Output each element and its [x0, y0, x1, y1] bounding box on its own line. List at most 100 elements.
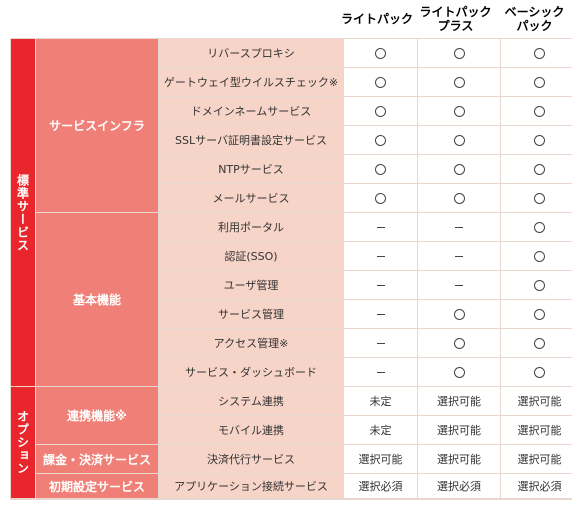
- available-mark: [344, 39, 417, 67]
- dash-icon: [455, 255, 463, 257]
- dash-icon: [455, 284, 463, 286]
- feature-label: アクセス管理※: [159, 329, 343, 357]
- circle-icon: [534, 221, 545, 233]
- available-mark: [501, 213, 578, 241]
- available-mark: [344, 184, 417, 212]
- feature-label: モバイル連携: [159, 416, 343, 444]
- value-cell: 選択必須: [418, 474, 500, 498]
- circle-icon: [534, 105, 545, 117]
- unavailable-mark: [344, 358, 417, 386]
- circle-icon: [453, 308, 465, 320]
- circle-icon: [453, 192, 465, 204]
- available-mark: [501, 271, 578, 299]
- unavailable-mark: [344, 213, 417, 241]
- circle-icon: [534, 134, 545, 146]
- section-standard: 標準サービス: [11, 39, 35, 386]
- circle-icon: [375, 105, 386, 117]
- value-cell: 選択可能: [501, 387, 578, 415]
- circle-icon: [453, 105, 465, 117]
- circle-icon: [375, 163, 386, 175]
- value-cell: 選択可能: [418, 445, 500, 473]
- available-mark: [418, 126, 500, 154]
- circle-icon: [453, 47, 465, 59]
- comparison-table: 標準サービス オプション サービスインフラ 基本機能 連携機能※ 課金・決済サー…: [10, 38, 578, 500]
- value-cell: 選択必須: [501, 474, 578, 498]
- circle-icon: [453, 134, 465, 146]
- feature-label: システム連携: [159, 387, 343, 415]
- category-initial-setup: 初期設定サービス: [36, 474, 158, 498]
- available-mark: [501, 39, 578, 67]
- circle-icon: [453, 337, 465, 349]
- circle-icon: [453, 366, 465, 378]
- value-cell: 選択必須: [344, 474, 417, 498]
- value-cell: 選択可能: [501, 416, 578, 444]
- category-link-functions: 連携機能※: [36, 387, 158, 444]
- available-mark: [501, 300, 578, 328]
- feature-label: 決済代行サービス: [159, 445, 343, 473]
- available-mark: [418, 155, 500, 183]
- available-mark: [501, 358, 578, 386]
- available-mark: [344, 126, 417, 154]
- circle-icon: [375, 47, 386, 59]
- value-cell: 未定: [344, 387, 417, 415]
- value-cell: 未定: [344, 416, 417, 444]
- value-cell: 選択可能: [418, 416, 500, 444]
- dash-icon: [376, 226, 385, 228]
- circle-icon: [534, 337, 545, 349]
- circle-icon: [453, 76, 465, 88]
- feature-label: メールサービス: [159, 184, 343, 212]
- circle-icon: [534, 279, 545, 291]
- circle-icon: [453, 163, 465, 175]
- circle-icon: [534, 250, 545, 262]
- circle-icon: [534, 366, 545, 378]
- available-mark: [344, 68, 417, 96]
- circle-icon: [534, 192, 545, 204]
- header-lite-pack-plus: ライトパック プラス: [419, 5, 492, 33]
- circle-icon: [375, 192, 386, 204]
- dash-icon: [376, 284, 385, 286]
- circle-icon: [534, 163, 545, 175]
- unavailable-mark: [344, 300, 417, 328]
- available-mark: [418, 184, 500, 212]
- feature-label: サービス管理: [159, 300, 343, 328]
- circle-icon: [375, 76, 386, 88]
- value-cell: 選択可能: [344, 445, 417, 473]
- feature-label: 利用ポータル: [159, 213, 343, 241]
- header-lite-pack: ライトパック: [340, 12, 413, 26]
- dash-icon: [376, 371, 385, 373]
- available-mark: [418, 300, 500, 328]
- feature-label: アプリケーション接続サービス: [159, 474, 343, 498]
- feature-label: ドメインネームサービス: [159, 97, 343, 125]
- feature-label: SSLサーバ証明書設定サービス: [159, 126, 343, 154]
- dash-icon: [376, 313, 385, 315]
- available-mark: [344, 155, 417, 183]
- unavailable-mark: [418, 271, 500, 299]
- dash-icon: [455, 226, 463, 228]
- circle-icon: [534, 308, 545, 320]
- feature-label: NTPサービス: [159, 155, 343, 183]
- available-mark: [501, 126, 578, 154]
- available-mark: [418, 39, 500, 67]
- available-mark: [501, 155, 578, 183]
- available-mark: [501, 97, 578, 125]
- dash-icon: [376, 342, 385, 344]
- circle-icon: [375, 134, 386, 146]
- available-mark: [418, 329, 500, 357]
- available-mark: [501, 329, 578, 357]
- feature-label: サービス・ダッシュボード: [159, 358, 343, 386]
- value-cell: 選択可能: [418, 387, 500, 415]
- unavailable-mark: [344, 242, 417, 270]
- feature-label: リバースプロキシ: [159, 39, 343, 67]
- unavailable-mark: [344, 329, 417, 357]
- available-mark: [418, 68, 500, 96]
- feature-label: ユーザ管理: [159, 271, 343, 299]
- available-mark: [501, 68, 578, 96]
- available-mark: [418, 97, 500, 125]
- feature-label: 認証(SSO): [159, 242, 343, 270]
- dash-icon: [376, 255, 385, 257]
- available-mark: [344, 97, 417, 125]
- circle-icon: [534, 47, 545, 59]
- section-option: オプション: [11, 387, 35, 498]
- unavailable-mark: [344, 271, 417, 299]
- available-mark: [418, 358, 500, 386]
